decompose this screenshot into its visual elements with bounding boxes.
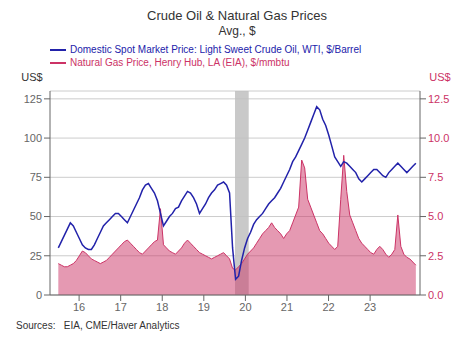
svg-text:18: 18 bbox=[156, 301, 168, 313]
svg-text:50: 50 bbox=[30, 210, 42, 222]
svg-text:17: 17 bbox=[115, 301, 127, 313]
svg-text:22: 22 bbox=[322, 301, 334, 313]
html-text:Natural Gas Price, Henry Hub,: Natural Gas Price, Henry Hub, LA (EIA), … bbox=[70, 57, 290, 68]
svg-text:21: 21 bbox=[281, 301, 293, 313]
svg-text:19: 19 bbox=[198, 301, 210, 313]
svg-text:US$: US$ bbox=[429, 71, 450, 83]
svg-text:US$: US$ bbox=[21, 71, 42, 83]
svg-text:7.5: 7.5 bbox=[428, 171, 443, 183]
html-text:Domestic Spot Market Price: Li: Domestic Spot Market Price: Light Sweet … bbox=[70, 44, 362, 55]
svg-text:20: 20 bbox=[239, 301, 251, 313]
svg-text:23: 23 bbox=[364, 301, 376, 313]
svg-text:10.0: 10.0 bbox=[428, 132, 449, 144]
svg-text:5.0: 5.0 bbox=[428, 210, 443, 222]
svg-text:25: 25 bbox=[30, 250, 42, 262]
svg-text:125: 125 bbox=[24, 93, 42, 105]
svg-text:75: 75 bbox=[30, 171, 42, 183]
html-text:Sources: EIA, CME/Haver Analyt: Sources: EIA, CME/Haver Analytics bbox=[16, 320, 180, 331]
svg-text:12.5: 12.5 bbox=[428, 93, 449, 105]
html-text:Avg., $: Avg., $ bbox=[218, 24, 256, 38]
html-text:Crude Oil & Natural Gas Prices: Crude Oil & Natural Gas Prices bbox=[147, 8, 327, 23]
svg-text:16: 16 bbox=[73, 301, 85, 313]
svg-text:0: 0 bbox=[36, 289, 42, 301]
svg-text:2.5: 2.5 bbox=[428, 250, 443, 262]
svg-text:0.0: 0.0 bbox=[428, 289, 443, 301]
svg-text:100: 100 bbox=[24, 132, 42, 144]
